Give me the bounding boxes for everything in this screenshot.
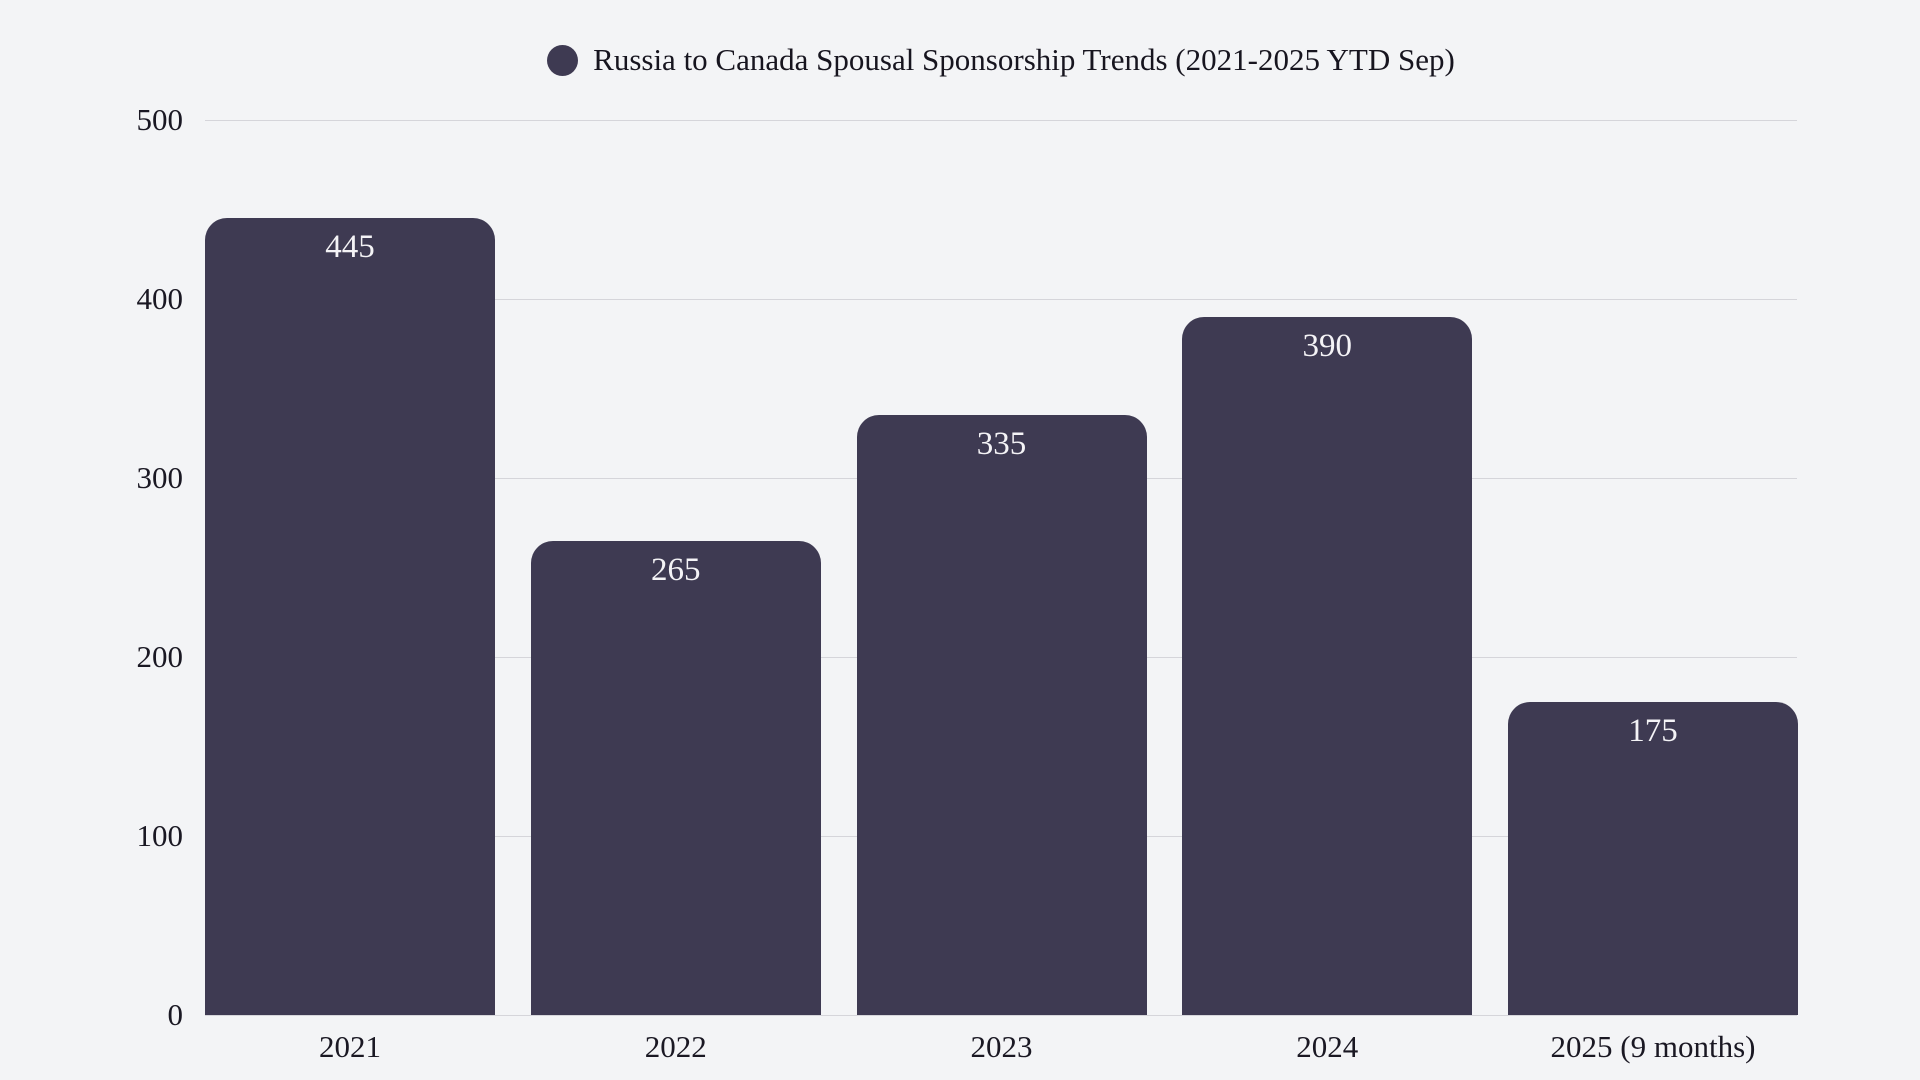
bar-value-label: 175: [1628, 712, 1678, 749]
bar-value-label: 265: [651, 551, 701, 588]
bar-2021[interactable]: 445: [205, 218, 495, 1015]
bar-2023[interactable]: 335: [856, 415, 1147, 1015]
bar-value-label: 335: [976, 426, 1027, 463]
bar-value-label: 445: [325, 229, 375, 266]
y-axis-tick-label-100: 100: [136, 818, 184, 853]
x-axis-label-5: 2025 (9 months): [1550, 1029, 1756, 1064]
chart-legend[interactable]: Russia to Canada Spousal Sponsorship Tre…: [205, 36, 1797, 84]
y-axis-tick-label-300: 300: [136, 460, 184, 495]
x-axis-label-1: 2021: [319, 1029, 381, 1064]
legend-marker-icon: [547, 44, 579, 76]
bar-2024[interactable]: 390: [1182, 316, 1473, 1015]
bar-2025-9-months-[interactable]: 175: [1508, 701, 1798, 1015]
y-gridline-500: [205, 120, 1797, 121]
y-gridline-400: [205, 299, 1797, 300]
y-axis-tick-label-400: 400: [136, 281, 184, 316]
x-axis-label-2: 2022: [644, 1029, 707, 1064]
y-axis-tick-label-500: 500: [136, 102, 184, 137]
y-axis-tick-label-200: 200: [136, 639, 184, 674]
x-axis-label-4: 2024: [1296, 1029, 1359, 1064]
chart-title: Russia to Canada Spousal Sponsorship Tre…: [593, 42, 1455, 77]
bar-value-label: 390: [1302, 327, 1353, 364]
x-axis-label-3: 2023: [970, 1029, 1033, 1064]
bar-2022[interactable]: 265: [530, 540, 821, 1015]
y-axis-tick-label-0: 0: [167, 997, 184, 1032]
y-gridline-0: [205, 1015, 1797, 1016]
